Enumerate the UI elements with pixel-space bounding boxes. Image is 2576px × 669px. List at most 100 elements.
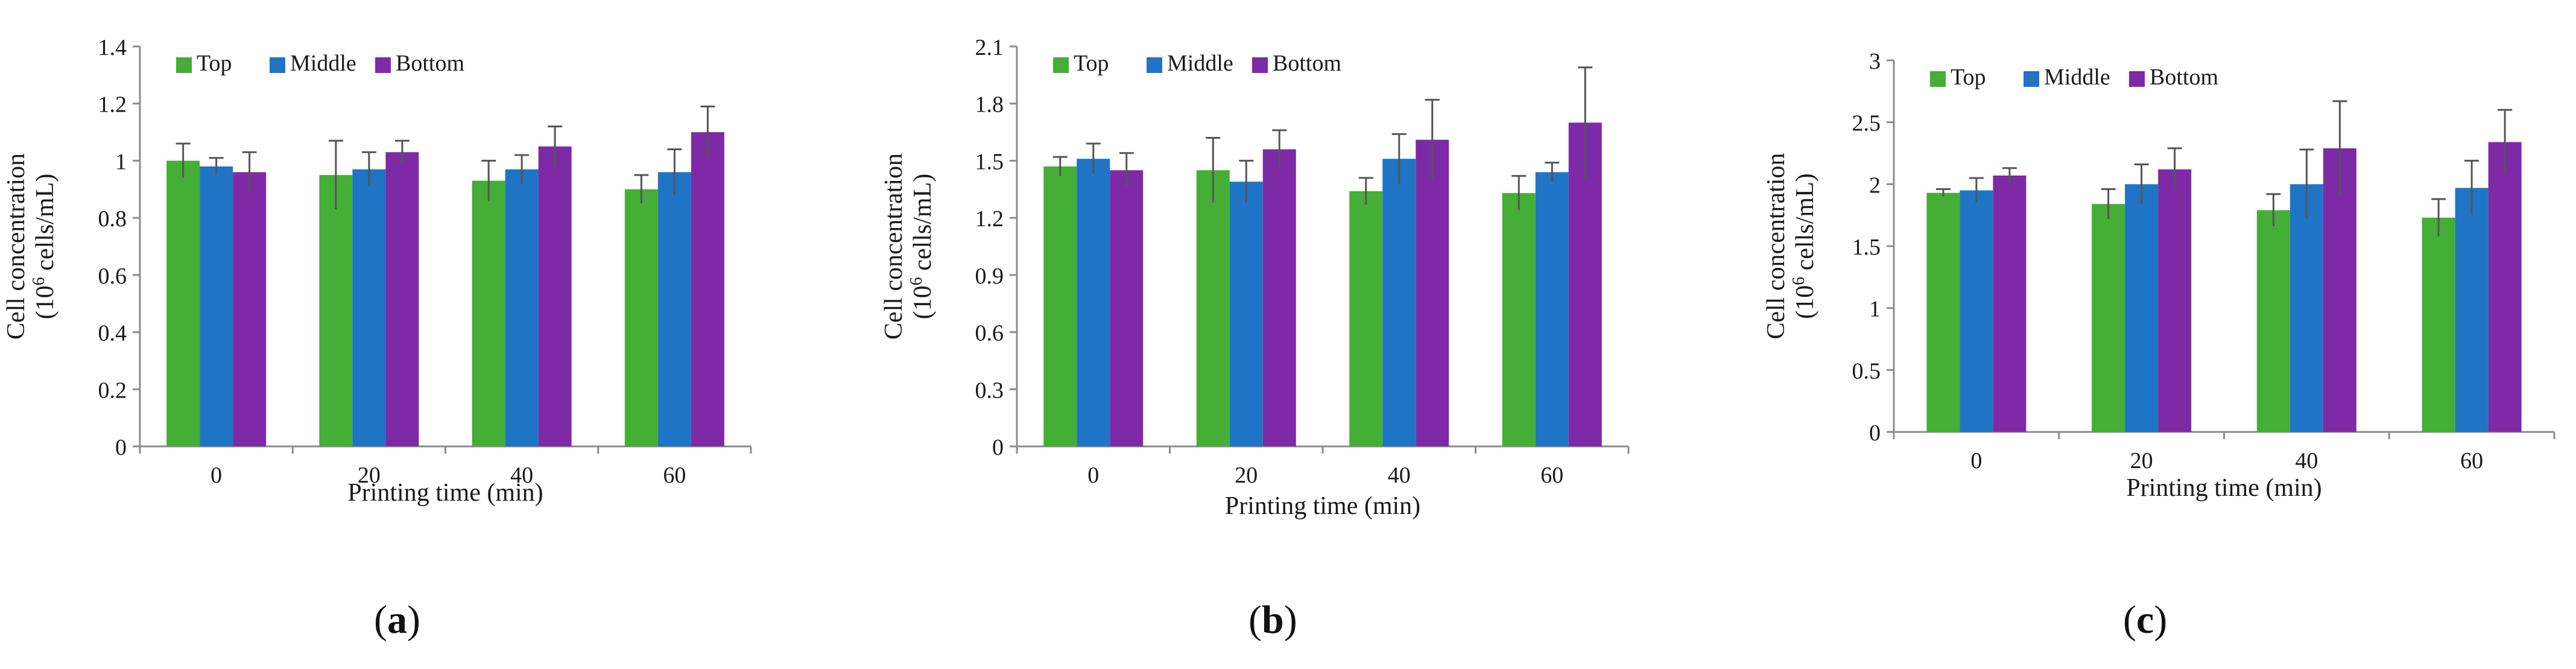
y-tick-label: 3 — [1869, 49, 1881, 74]
bar-top — [319, 175, 353, 446]
x-tick-label: 40 — [2295, 448, 2318, 474]
bar-bottom — [1262, 149, 1296, 446]
y-tick-label: 0.5 — [1852, 358, 1881, 384]
x-tick-label: 60 — [663, 463, 686, 488]
y-tick-label: 0.8 — [98, 206, 127, 232]
chart-panel-a: 0 0.2 0.4 0.6 0.8 1 1.2 1.4 0 20 40 60 Top Middle Bott… — [2, 35, 752, 507]
y-tick-label: 1.2 — [98, 92, 127, 118]
y-tick-label: 2 — [1869, 173, 1881, 198]
bar-bottom — [1110, 170, 1144, 446]
bar-top — [624, 189, 658, 446]
x-axis-title: Printing time (min) — [347, 479, 543, 507]
bar-top — [472, 180, 505, 446]
legend-swatch-top — [176, 57, 192, 73]
legend-label-top: Top — [1074, 51, 1109, 76]
bar-bottom — [2158, 169, 2192, 432]
bar-middle — [657, 172, 691, 446]
bar-bottom — [233, 172, 267, 446]
x-tick-label: 0 — [210, 463, 222, 488]
y-tick-label: 2.5 — [1852, 111, 1881, 136]
x-tick-label: 40 — [510, 463, 533, 488]
bar-bottom — [2488, 142, 2522, 432]
x-tick-label: 0 — [1087, 463, 1099, 488]
y-axis-title-line2: (106 cells/mL) — [907, 174, 937, 319]
y-tick-label: 0.4 — [98, 321, 127, 346]
y-tick-label: 1.8 — [975, 92, 1004, 118]
y-tick-label: 0.3 — [975, 378, 1004, 403]
bar-middle — [1535, 172, 1569, 446]
y-tick-label: 0.2 — [98, 378, 127, 403]
x-tick-label: 20 — [358, 463, 381, 488]
x-axis-title: Printing time (min) — [2126, 474, 2321, 502]
x-tick-label: 0 — [1970, 448, 1982, 474]
y-tick-label: 0.9 — [975, 264, 1004, 289]
chart-panel-b: 0 0.3 0.6 0.9 1.2 1.5 1.8 2.1 0 20 40 60 Top Middle Bo… — [880, 35, 1630, 520]
bar-middle — [505, 169, 539, 446]
bar-top — [2422, 217, 2455, 432]
bar-middle — [1077, 159, 1110, 446]
legend-swatch-top — [1930, 71, 1946, 87]
y-tick-label: 0 — [992, 435, 1004, 460]
legend-label-middle: Middle — [2044, 65, 2110, 90]
bar-bottom — [1416, 139, 1449, 446]
y-axis-title-line1: Cell concentration — [2, 153, 30, 340]
panel-label-c: (c) — [2123, 598, 2168, 642]
y-axis-title-line1: Cell concentration — [1762, 153, 1790, 339]
y-tick-label: 1 — [115, 149, 127, 174]
bar-middle — [1382, 159, 1416, 446]
y-tick-label: 0 — [115, 435, 127, 460]
legend-label-middle: Middle — [1167, 51, 1233, 76]
y-tick-label: 1.5 — [1852, 235, 1881, 260]
bar-bottom — [691, 132, 724, 447]
y-axis-title-line2: (106 cells/mL) — [1790, 173, 1820, 319]
bar-bottom — [385, 152, 419, 446]
x-tick-label: 60 — [1540, 463, 1563, 488]
y-axis-title-line2: (106 cells/mL) — [30, 174, 60, 319]
bar-middle — [200, 166, 233, 446]
bar-top — [166, 160, 200, 446]
legend-label-top: Top — [1951, 65, 1986, 90]
bar-top — [2256, 210, 2290, 432]
y-tick-label: 0 — [1869, 420, 1881, 446]
bar-top — [2092, 204, 2125, 432]
bar-bottom — [2323, 148, 2356, 432]
legend-label-bottom: Bottom — [2150, 65, 2218, 90]
bar-top — [1043, 166, 1077, 446]
legend-swatch-middle — [2024, 71, 2039, 87]
y-tick-label: 1.2 — [975, 206, 1004, 232]
x-tick-label: 20 — [2130, 448, 2153, 474]
x-tick-label: 60 — [2460, 448, 2483, 474]
bar-middle — [352, 169, 386, 446]
y-tick-label: 2.1 — [975, 35, 1004, 60]
y-axis-title-line1: Cell concentration — [880, 153, 908, 340]
y-tick-label: 1.4 — [98, 35, 127, 60]
legend-label-bottom: Bottom — [1273, 51, 1341, 76]
legend-swatch-bottom — [2129, 71, 2145, 87]
legend-swatch-middle — [270, 57, 285, 73]
y-tick-label: 1 — [1869, 297, 1881, 322]
legend-label-middle: Middle — [290, 51, 356, 76]
bar-top — [1196, 170, 1230, 446]
bar-middle — [2125, 184, 2159, 432]
bar-bottom — [1993, 175, 2027, 432]
panel-label-b: (b) — [1248, 598, 1297, 642]
legend-swatch-middle — [1147, 57, 1162, 73]
y-tick-label: 0.6 — [975, 321, 1004, 346]
bar-top — [1349, 191, 1383, 446]
legend-label-top: Top — [197, 51, 232, 76]
bar-top — [1502, 193, 1536, 446]
bar-middle — [2290, 184, 2323, 432]
legend-label-bottom: Bottom — [396, 51, 464, 76]
legend-swatch-bottom — [375, 57, 391, 73]
bar-middle — [2455, 188, 2489, 432]
bar-middle — [1229, 182, 1263, 446]
chart-panel-c: 0 0.5 1 1.5 2 2.5 3 0 20 40 60 Top Middle Bottom Print… — [1762, 49, 2555, 502]
legend-swatch-top — [1053, 57, 1069, 73]
legend-swatch-bottom — [1252, 57, 1268, 73]
bar-middle — [1960, 190, 1993, 432]
x-tick-label: 40 — [1388, 463, 1411, 488]
y-tick-label: 0.6 — [98, 264, 127, 289]
y-tick-label: 1.5 — [975, 149, 1004, 174]
